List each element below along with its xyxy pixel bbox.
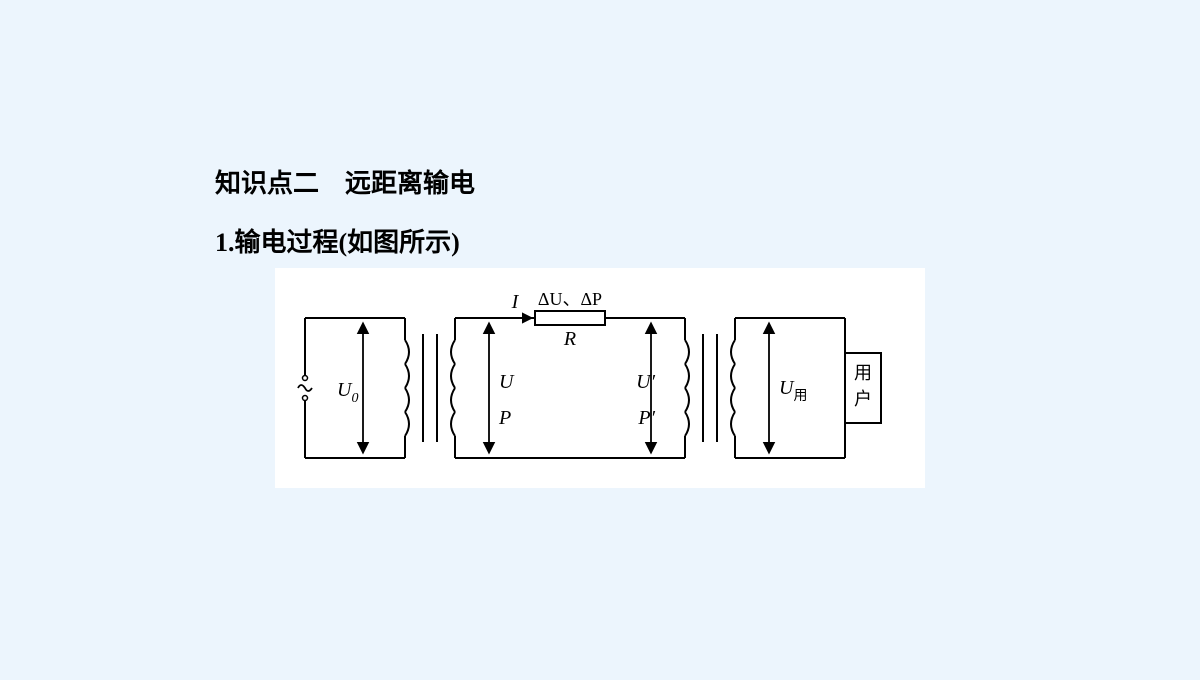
svg-text:用: 用 [854, 363, 872, 383]
svg-text:U: U [499, 371, 515, 393]
svg-text:ΔU、ΔP: ΔU、ΔP [538, 289, 602, 309]
svg-text:户: 户 [854, 389, 872, 409]
svg-text:P: P [498, 407, 511, 429]
svg-text:I: I [511, 291, 520, 313]
heading-knowledge-point: 知识点二 远距离输电 [215, 163, 475, 200]
svg-text:U0: U0 [337, 379, 358, 406]
svg-text:R: R [563, 328, 576, 350]
svg-text:P′: P′ [637, 407, 655, 429]
circuit-svg: 用户 U0 UP I ΔU、ΔP R U′ P′ U用 [275, 268, 925, 488]
heading-subsection: 1.输电过程(如图所示) [215, 222, 460, 259]
slide-background: 知识点二 远距离输电 1.输电过程(如图所示) 用户 U0 UP I ΔU、ΔP R U′ P… [0, 0, 1200, 680]
svg-text:U′: U′ [636, 371, 655, 393]
svg-text:U用: U用 [779, 377, 807, 404]
circuit-diagram: 用户 U0 UP I ΔU、ΔP R U′ P′ U用 [275, 268, 925, 488]
